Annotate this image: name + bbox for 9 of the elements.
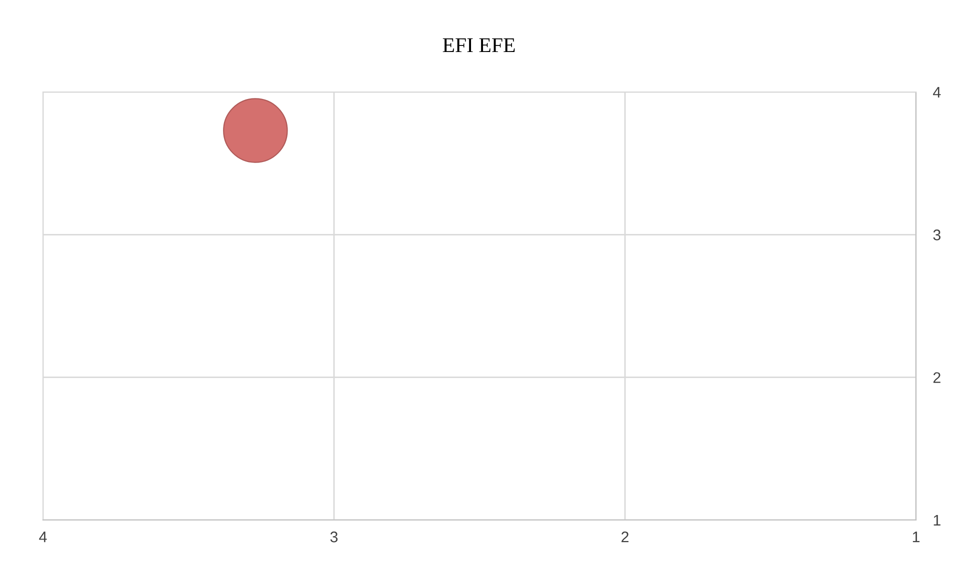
y-tick-label: 2	[933, 372, 940, 383]
y-tick-label: 3	[933, 230, 940, 240]
x-tick-label: 3	[330, 532, 338, 542]
y-tick-label: 4	[933, 87, 941, 98]
x-tick-label: 1	[912, 532, 920, 542]
x-tick-label: 4	[39, 532, 47, 542]
y-tick-label: 1	[934, 515, 940, 526]
x-tick-label: 2	[622, 532, 628, 542]
chart-title: EFI EFE	[442, 38, 515, 52]
